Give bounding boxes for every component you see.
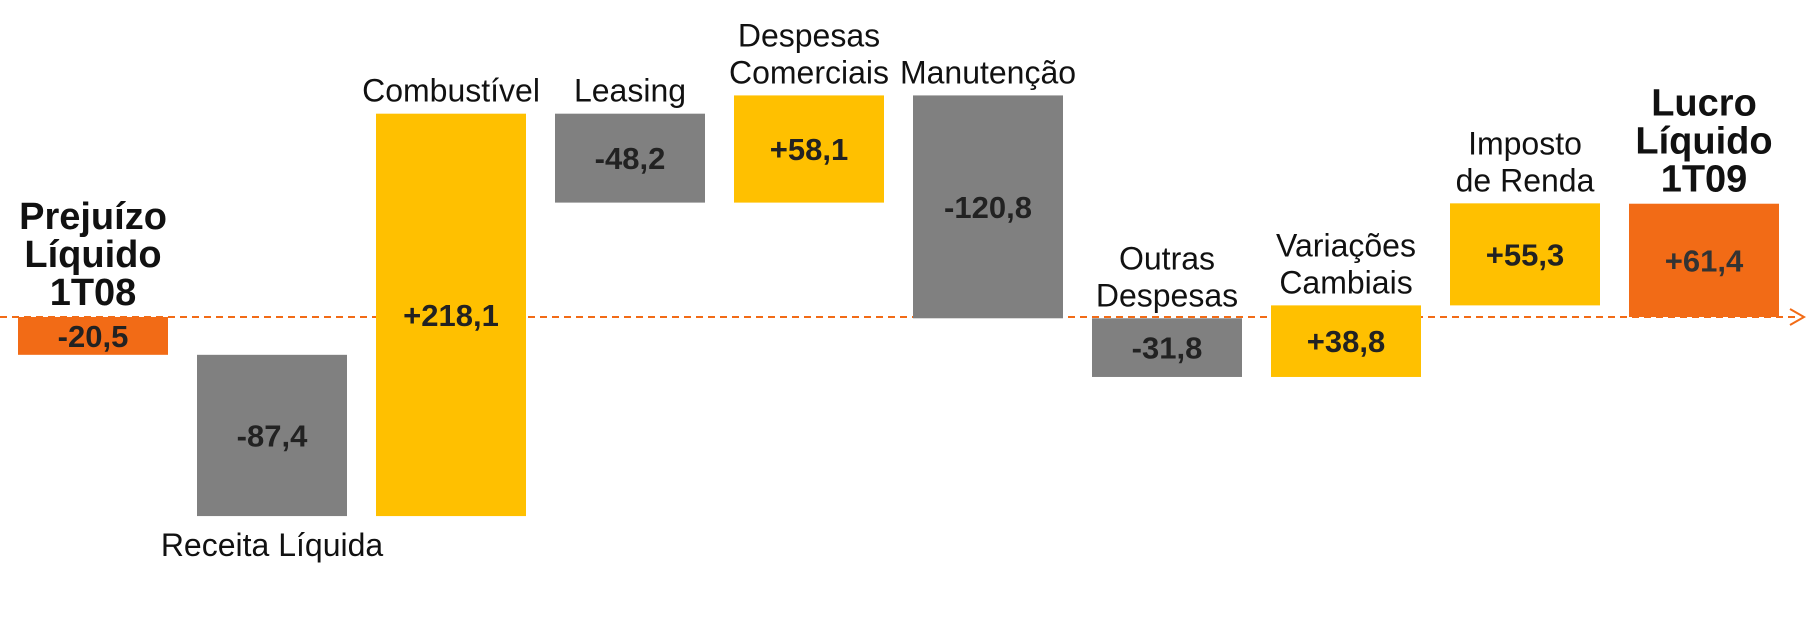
category-label: Lucro	[1651, 83, 1757, 125]
category-label: Leasing	[574, 73, 686, 109]
bar	[913, 95, 1063, 319]
bar	[197, 354, 347, 517]
category-label: Outras	[1119, 240, 1215, 276]
category-label: Variações	[1276, 227, 1416, 263]
value-label: -87,4	[237, 418, 308, 453]
bar	[734, 95, 884, 203]
category-label: Despesas	[1096, 277, 1238, 313]
category-label: Comerciais	[729, 54, 889, 90]
value-label: -31,8	[1132, 331, 1203, 366]
category-label: Despesas	[738, 17, 880, 53]
bar	[18, 317, 168, 355]
bar	[1450, 203, 1600, 306]
category-label: Imposto	[1468, 125, 1582, 161]
category-label: Líquido	[1635, 121, 1772, 163]
value-label: -120,8	[944, 190, 1032, 225]
category-label: Combustível	[362, 73, 540, 109]
category-label: Manutenção	[900, 54, 1076, 90]
bar	[1629, 203, 1779, 317]
value-label: -20,5	[58, 319, 129, 354]
value-label: +55,3	[1486, 237, 1564, 272]
baseline-arrow	[1789, 308, 1807, 326]
bar	[1092, 318, 1242, 377]
value-label: -48,2	[595, 141, 666, 176]
value-label: +38,8	[1307, 324, 1385, 359]
category-label: 1T09	[1661, 159, 1748, 201]
value-label: +58,1	[770, 132, 848, 167]
category-label: Receita Líquida	[161, 527, 384, 563]
category-label: Cambiais	[1279, 264, 1412, 300]
value-label: +61,4	[1665, 243, 1744, 278]
bar	[1271, 305, 1421, 377]
category-label: Líquido	[24, 234, 161, 276]
value-label: +218,1	[403, 298, 499, 333]
category-label: de Renda	[1456, 162, 1595, 198]
bar	[376, 113, 526, 517]
bar	[555, 113, 705, 203]
category-label: Prejuízo	[19, 196, 167, 238]
category-label: 1T08	[50, 272, 137, 314]
